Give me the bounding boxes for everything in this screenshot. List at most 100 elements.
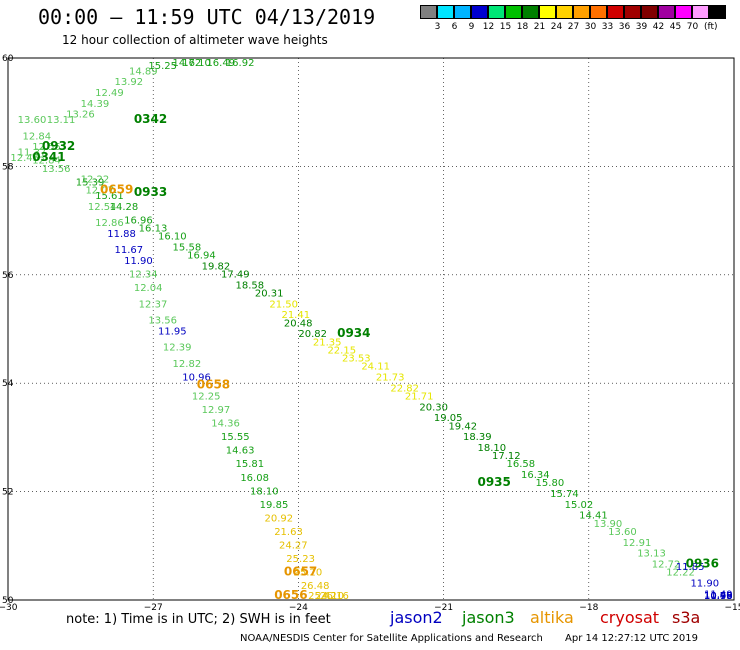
wave-height-value: 14.72 <box>173 58 202 69</box>
wave-height-value: 16.92 <box>226 58 255 69</box>
pass-time-label: 0935 <box>477 475 510 489</box>
x-tick-label: −18 <box>579 603 598 613</box>
wave-height-value: 16.49 <box>206 58 235 69</box>
wave-height-value: 25.23 <box>286 554 315 565</box>
x-tick-label: −21 <box>434 603 453 613</box>
wave-height-value: 15.58 <box>173 242 202 253</box>
pass-time-label: 0934 <box>337 326 370 340</box>
y-tick-label: 52 <box>2 488 13 498</box>
legend-swatch <box>420 5 437 19</box>
wave-height-value: 19.85 <box>260 500 289 511</box>
wave-height-value: 12.22 <box>666 568 695 579</box>
wave-height-value: 15.81 <box>235 459 264 470</box>
wave-height-value: 12.49 <box>95 88 124 99</box>
legend-label: 42 <box>652 22 665 32</box>
y-tick-label: 54 <box>2 379 14 389</box>
wave-height-value: 12.54 <box>88 202 117 213</box>
wave-height-value: 11.90 <box>124 256 153 267</box>
pass-time-label: 0659 <box>100 183 133 197</box>
legend-swatch <box>692 5 709 19</box>
wave-height-value: 12.55 <box>32 142 61 153</box>
page-subtitle: 12 hour collection of altimeter wave hei… <box>62 33 328 47</box>
wave-height-value: 19.82 <box>202 261 231 272</box>
wave-height-value: 25.42 <box>308 591 337 602</box>
wave-height-value: 13.11 <box>47 115 76 126</box>
wave-height-value: 18.10 <box>250 486 279 497</box>
legend-swatch <box>641 5 658 19</box>
wave-height-value: 14.39 <box>81 99 110 110</box>
wave-height-value: 12.07 <box>85 186 114 197</box>
legend-label: 70 <box>686 22 699 32</box>
x-tick-label: −27 <box>144 603 163 613</box>
wave-height-value: 11.95 <box>158 326 187 337</box>
y-tick-label: 60 <box>2 54 14 64</box>
wave-height-value: 16.34 <box>521 470 550 481</box>
wave-height-value: 13.56 <box>148 316 177 327</box>
wave-height-value: 13.60 <box>18 115 47 126</box>
wave-height-value: 22.82 <box>390 383 419 394</box>
legend-label: 33 <box>601 22 614 32</box>
wave-height-value: 13.13 <box>637 549 666 560</box>
wave-height-value: 19.42 <box>448 421 477 432</box>
legend-swatch <box>437 5 454 19</box>
wave-height-value: 16.58 <box>507 459 536 470</box>
pass-time-label: 0341 <box>32 150 65 164</box>
legend-swatch <box>488 5 505 19</box>
legend-label: 27 <box>567 22 580 32</box>
wave-height-value: 19.05 <box>434 413 463 424</box>
wave-height-value: 20.30 <box>419 402 448 413</box>
pass-time-label: 0658 <box>197 378 230 392</box>
wave-height-value: 25.20 <box>294 568 323 579</box>
wave-height-value: 12.04 <box>134 283 163 294</box>
legend-swatch <box>454 5 471 19</box>
wave-height-value: 14.41 <box>579 511 608 522</box>
wave-height-value: 16.94 <box>187 251 216 262</box>
legend-swatch <box>624 5 641 19</box>
wave-height-value: 11.85 <box>676 562 705 573</box>
legend-swatch <box>590 5 607 19</box>
credit-text: NOAA/NESDIS Center for Satellite Applica… <box>240 633 543 644</box>
wave-height-value: 21.71 <box>405 391 434 402</box>
wave-height-value: 16.96 <box>124 215 153 226</box>
wave-height-value: 26.48 <box>301 581 330 592</box>
pass-time-label: 0932 <box>42 139 75 153</box>
satellite-label-s3a: s3a <box>672 608 701 627</box>
wave-height-value: 12.22 <box>81 175 110 186</box>
wave-height-value: 15.74 <box>550 489 579 500</box>
wave-height-value: 21.63 <box>274 527 303 538</box>
wave-height-value: 10.70 <box>704 591 733 602</box>
satellite-label-cryosat: cryosat <box>600 608 660 627</box>
x-tick-label: −15 <box>725 603 740 613</box>
legend-swatch <box>471 5 488 19</box>
wave-height-value: 10.48 <box>704 591 733 602</box>
pass-time-label: 0657 <box>284 565 317 579</box>
wave-height-value: 17.12 <box>492 451 521 462</box>
wave-height-value: 11.90 <box>690 578 719 589</box>
wave-height-value: 24.27 <box>279 541 308 552</box>
pass-time-label: 0342 <box>134 112 167 126</box>
pass-time-label: 0933 <box>134 185 167 199</box>
legend-unit: (ft) <box>704 22 718 32</box>
legend-label: 21 <box>533 22 546 32</box>
x-tick-label: −30 <box>0 603 18 613</box>
legend-swatch <box>539 5 556 19</box>
wave-height-value: 17.49 <box>221 270 250 281</box>
wave-height-value: 14.63 <box>226 446 255 457</box>
wave-height-value: 12.82 <box>173 359 202 370</box>
legend-label: 45 <box>669 22 682 32</box>
wave-height-value: 14.36 <box>211 419 240 430</box>
wave-height-value: 14.89 <box>129 66 158 77</box>
wave-height-value: 15.25 <box>148 61 177 72</box>
legend-label: 9 <box>468 22 475 32</box>
wave-height-value: 20.48 <box>284 318 313 329</box>
wave-height-value: 12.84 <box>32 156 61 167</box>
satellite-label-jason2: jason2 <box>390 608 443 627</box>
wave-height-value: 26.16 <box>320 591 349 602</box>
wave-height-value: 20.82 <box>298 329 327 340</box>
wave-height-value: 16.10 <box>182 58 211 69</box>
legend-label: 24 <box>550 22 563 32</box>
wave-height-value: 11.49 <box>704 589 733 600</box>
wave-height-value: 13.92 <box>114 77 143 88</box>
pass-time-label: 0936 <box>686 556 719 570</box>
wave-height-value: 15.80 <box>536 478 565 489</box>
